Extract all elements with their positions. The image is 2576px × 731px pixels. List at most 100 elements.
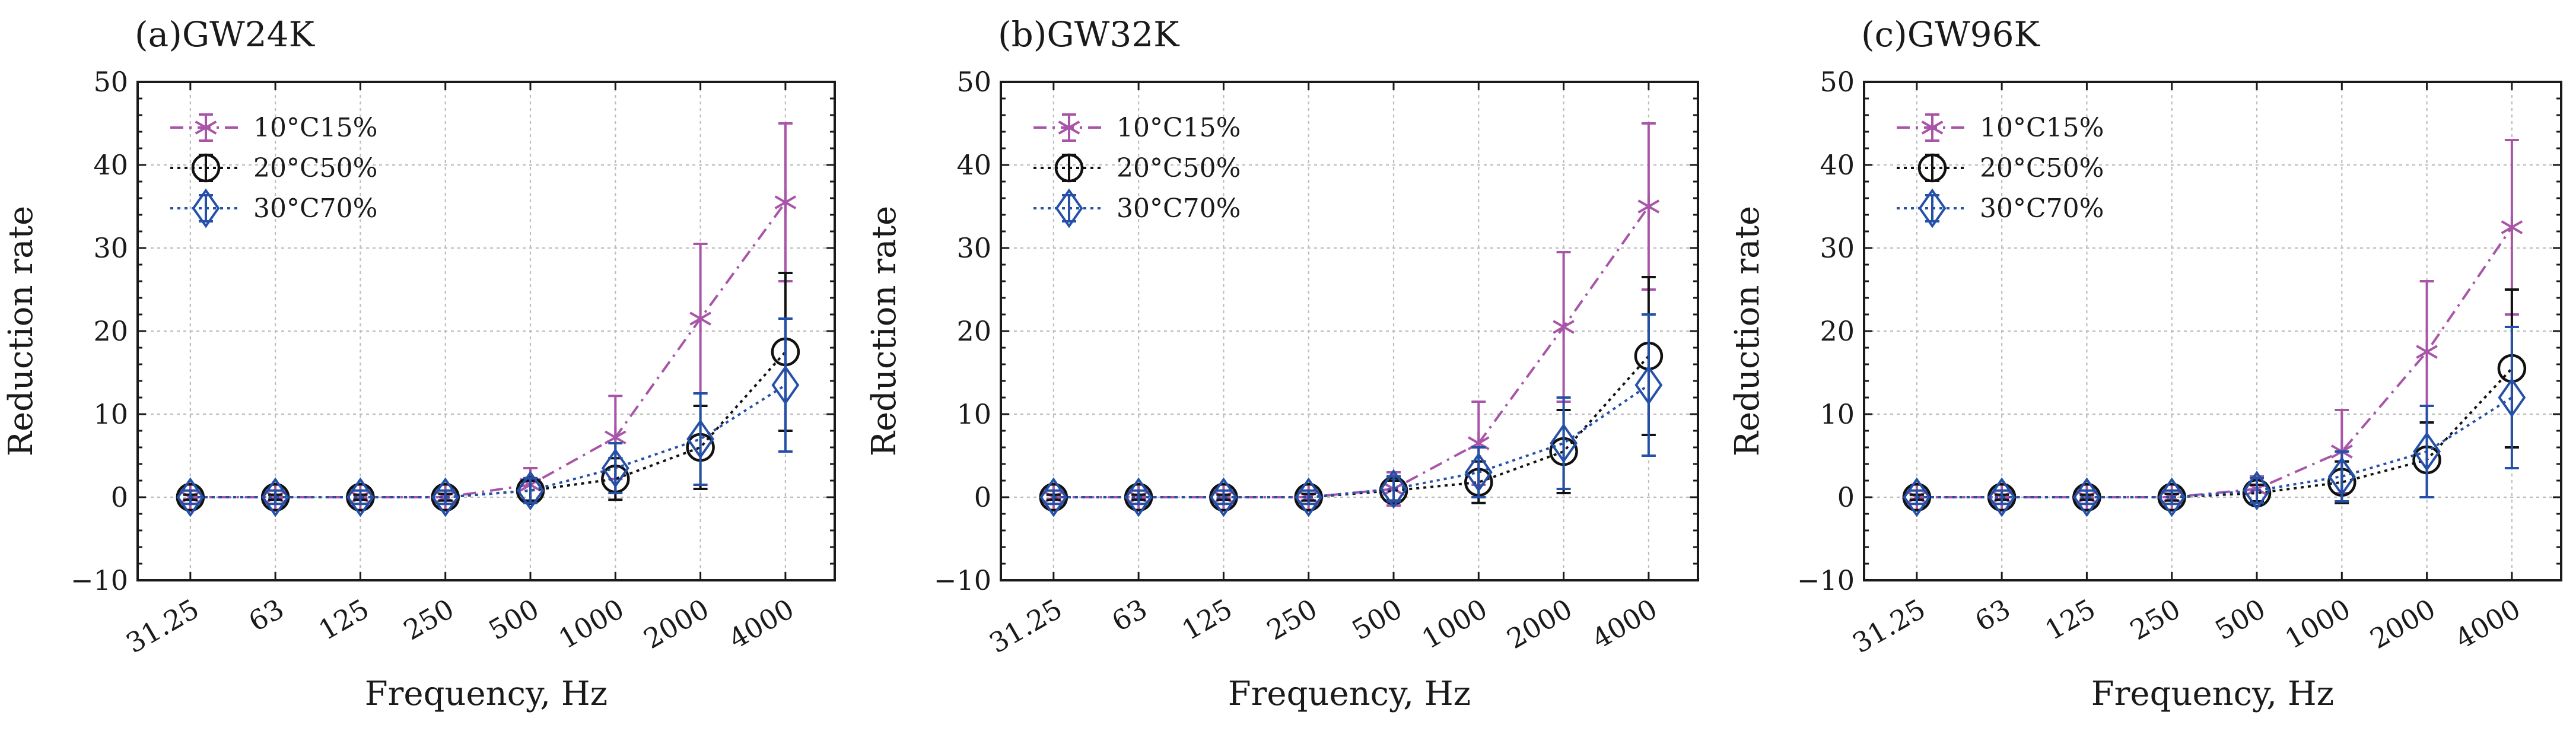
data-point-marker [1634, 365, 1663, 405]
x-tick-label: 31.25 [1847, 593, 1931, 660]
x-tick-label: 1000 [2279, 593, 2355, 655]
legend-label: 30°C70% [1980, 193, 2104, 224]
data-point-marker [1903, 477, 1931, 517]
y-tick-label: 30 [1820, 232, 1855, 264]
legend-marker [191, 153, 221, 183]
error-bar [1995, 489, 2009, 506]
y-axis-title: Reduction rate [865, 206, 904, 456]
data-point-marker [1209, 477, 1238, 517]
y-tick-label: 30 [93, 232, 128, 264]
data-point-marker [1124, 477, 1153, 517]
x-tick-label: 1000 [1416, 593, 1492, 655]
data-point-marker [2416, 340, 2438, 364]
error-bar [1046, 489, 1061, 506]
error-bar [1131, 489, 1146, 506]
error-bar [353, 489, 368, 506]
series-line [1916, 226, 2513, 498]
data-point-marker [431, 477, 460, 517]
y-tick-label: 50 [1820, 66, 1855, 98]
y-tick-label: −10 [934, 564, 991, 596]
panel-title: (c)GW96K [1861, 14, 2040, 55]
data-point-marker [686, 419, 715, 459]
y-tick-label: 50 [93, 66, 128, 98]
series-2 [1039, 276, 1664, 512]
data-point-marker [1464, 452, 1493, 492]
data-point-marker [1295, 477, 1323, 517]
legend-marker-stroke-2 [1921, 120, 1944, 135]
data-point-marker [771, 365, 800, 405]
error-bar [2504, 326, 2519, 469]
x-tick-label: 500 [483, 593, 544, 647]
legend: 10°C15% 20°C50% 30°C70% [1897, 113, 2104, 228]
x-tick-label: 31.25 [984, 593, 1067, 660]
y-tick-label: 20 [93, 315, 128, 347]
x-tick-label: 2000 [638, 593, 714, 655]
x-tick-label: 500 [2209, 593, 2270, 647]
data-point-marker [1987, 477, 2016, 517]
data-point-marker [2413, 431, 2441, 472]
legend-item: 30°C70% [1033, 188, 1241, 228]
x-tick-label: 1000 [553, 593, 629, 655]
chart-panel-1: −10 0 10 20 30 40 50 31.25 63 125 250 500 1000 2000 40… [2, 14, 836, 713]
error-bar [1641, 313, 1656, 457]
x-tick-label: 63 [243, 593, 290, 638]
y-axis-title: Reduction rate [1728, 206, 1767, 456]
legend-marker [1918, 188, 1947, 228]
legend-marker-stroke-2 [1058, 120, 1080, 135]
legend-label: 30°C70% [1117, 193, 1241, 224]
series-line [190, 384, 786, 498]
legend-marker [1054, 153, 1084, 183]
data-point-marker [2158, 477, 2186, 517]
series-line [1053, 205, 1650, 498]
x-axis-title: Frequency, Hz [1228, 675, 1471, 713]
error-bar [778, 317, 793, 453]
error-bar [2164, 489, 2179, 506]
data-point-marker [1553, 315, 1575, 339]
data-point-marker-stroke-2 [604, 430, 626, 444]
x-tick-label: 250 [2125, 593, 2186, 647]
x-tick-label: 4000 [2450, 593, 2526, 655]
legend-item: 20°C50% [170, 153, 377, 183]
legend-item: 20°C50% [1033, 153, 1241, 183]
legend-marker-stroke-2 [195, 120, 217, 135]
data-point-marker [2072, 477, 2101, 517]
x-tick-label: 250 [398, 593, 459, 647]
series-2 [176, 272, 800, 512]
data-point-marker [346, 477, 374, 517]
legend-marker [1921, 116, 1944, 139]
data-point-marker-stroke-2 [2416, 345, 2438, 359]
plot-frame [1000, 81, 1699, 581]
series-3 [176, 317, 800, 517]
legend-item: 30°C70% [1897, 188, 2104, 228]
x-tick-label: 250 [1261, 593, 1322, 647]
chart-panel-3: −10 0 10 20 30 40 50 31.25 63 125 250 500 1000 2000 40… [1728, 14, 2562, 713]
y-tick-label: 40 [956, 149, 991, 181]
y-tick-label: −10 [71, 564, 128, 596]
x-tick-label: 2000 [2365, 593, 2441, 655]
legend-marker [1058, 116, 1080, 139]
data-point-marker [2243, 471, 2271, 511]
legend-marker [192, 188, 220, 228]
y-tick-label: 40 [1820, 149, 1855, 181]
data-point-marker-stroke-2 [689, 312, 711, 326]
series-line [190, 201, 787, 498]
legend-label: 20°C50% [1980, 153, 2104, 183]
data-point-marker [774, 190, 797, 214]
data-point-marker [2501, 215, 2523, 239]
error-bar [693, 392, 708, 486]
legend-item: 10°C15% [1897, 113, 2104, 143]
data-point-marker-stroke-2 [2501, 220, 2523, 234]
series-line [190, 351, 787, 498]
error-bar [2419, 405, 2434, 498]
y-tick-label: 30 [956, 232, 991, 264]
legend-marker [1055, 188, 1083, 228]
legend-item: 10°C15% [170, 113, 377, 143]
error-bar [1556, 396, 1571, 490]
error-bar [438, 489, 453, 506]
legend-item: 10°C15% [1033, 113, 1241, 143]
series-3 [1903, 326, 2526, 517]
y-tick-label: 0 [1837, 481, 1855, 513]
legend-label: 10°C15% [1980, 113, 2104, 143]
